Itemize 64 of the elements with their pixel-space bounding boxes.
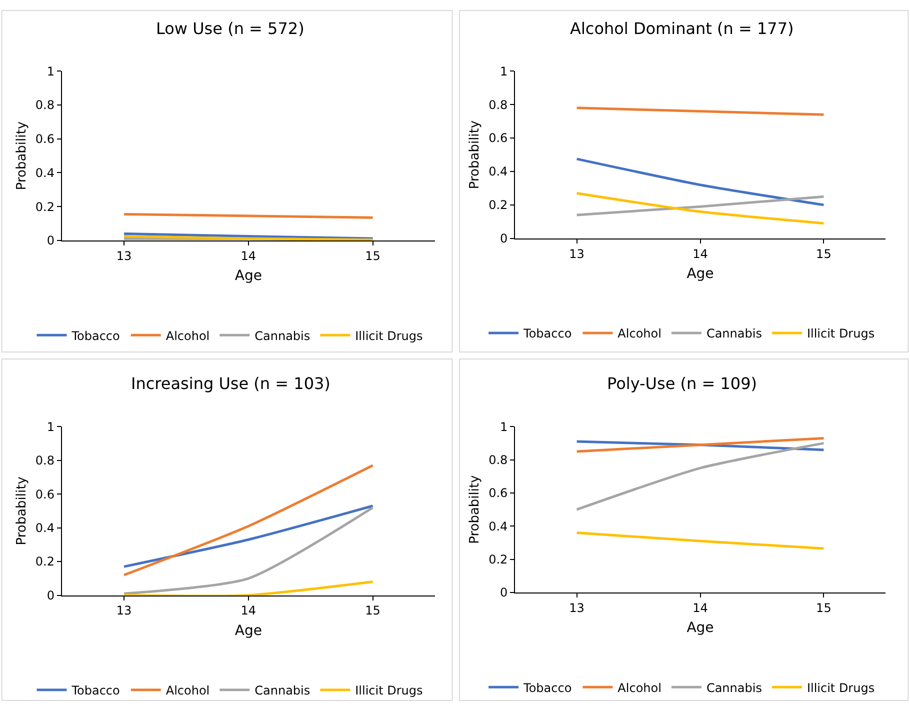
legend-label: Illicit Drugs (355, 684, 423, 698)
y-axis-title: Probability (468, 120, 483, 190)
x-tick-label: 14 (240, 248, 256, 263)
y-tick-label: 0.6 (488, 486, 508, 500)
legend-label: Cannabis (254, 328, 310, 343)
y-tick-label: 1 (46, 64, 54, 78)
y-tick-label: 0 (46, 588, 54, 602)
x-tick-label: 13 (569, 246, 584, 261)
y-tick-label: 0.4 (35, 520, 54, 535)
x-tick-label: 13 (569, 600, 584, 615)
y-tick-label: 1 (500, 64, 508, 78)
legend-label: Alcohol (618, 326, 662, 341)
legend-label: Cannabis (254, 684, 310, 698)
legend-label: Alcohol (166, 684, 210, 698)
y-axis-title: Probability (468, 474, 483, 544)
chart-title: Poly-Use (n = 109) (607, 374, 757, 393)
y-tick-label: 1 (46, 420, 54, 434)
legend-label: Tobacco (522, 326, 572, 341)
y-axis-title: Probability (14, 121, 30, 190)
x-tick-label: 13 (116, 604, 132, 618)
y-tick-label: 0.6 (35, 487, 54, 502)
chart-title: Alcohol Dominant (n = 177) (570, 19, 794, 38)
x-tick-label: 15 (365, 248, 380, 263)
y-tick-label: 0.2 (488, 552, 508, 567)
legend-label: Alcohol (618, 680, 662, 695)
y-tick-label: 1 (500, 420, 508, 434)
y-axis-title: Probability (14, 476, 30, 546)
legend-label: Tobacco (70, 684, 120, 698)
x-axis-title: Age (234, 622, 262, 639)
x-tick-label: 15 (816, 600, 832, 615)
y-tick-label: 0.4 (488, 519, 508, 534)
y-tick-label: 0.4 (488, 164, 508, 179)
legend-label: Tobacco (70, 328, 120, 343)
y-tick-label: 0 (500, 232, 508, 246)
y-tick-label: 0 (500, 586, 508, 600)
legend-label: Tobacco (522, 680, 572, 695)
y-tick-label: 0.8 (35, 98, 54, 112)
y-tick-label: 0.2 (488, 198, 508, 212)
x-tick-label: 14 (240, 604, 256, 618)
x-axis-title: Age (234, 268, 262, 284)
legend-label: Alcohol (166, 328, 210, 343)
x-tick-label: 15 (816, 246, 832, 261)
x-tick-label: 13 (116, 248, 132, 263)
y-tick-label: 0.8 (488, 98, 508, 112)
y-tick-label: 0.6 (35, 132, 54, 146)
x-axis-title: Age (686, 620, 714, 636)
y-tick-label: 0.2 (35, 554, 54, 569)
x-tick-label: 15 (365, 604, 380, 618)
y-tick-label: 0 (46, 234, 54, 248)
legend-label: Illicit Drugs (806, 680, 875, 695)
x-axis-title: Age (686, 266, 714, 282)
chart-title: Low Use (n = 572) (156, 19, 304, 38)
legend-label: Cannabis (706, 326, 762, 341)
legend-label: Illicit Drugs (355, 328, 423, 343)
legend-label: Illicit Drugs (806, 326, 875, 341)
y-tick-label: 0.6 (488, 131, 508, 146)
legend-label: Cannabis (706, 680, 762, 695)
y-tick-label: 0.4 (35, 166, 54, 180)
x-tick-label: 14 (692, 600, 708, 615)
y-tick-label: 0.8 (488, 452, 508, 467)
x-tick-label: 14 (692, 246, 708, 261)
y-tick-label: 0.8 (35, 454, 54, 468)
y-tick-label: 0.2 (35, 200, 54, 214)
chart-title: Increasing Use (n = 103) (131, 374, 330, 393)
